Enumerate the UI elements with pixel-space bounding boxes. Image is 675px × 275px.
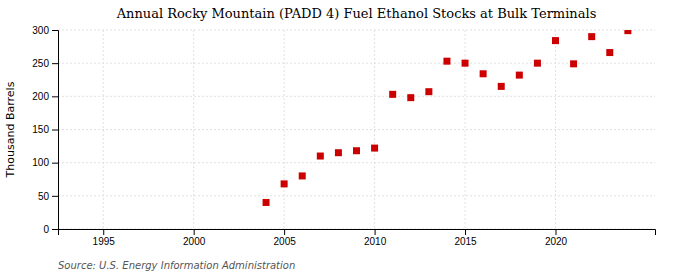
tick: 2010 (364, 229, 387, 247)
tick-mark (103, 229, 104, 235)
tick: 2015 (454, 229, 477, 247)
grid-line (58, 30, 655, 31)
point (335, 149, 342, 156)
point (263, 199, 270, 206)
plot: 1995 2000 2005 2010 2015 2020 0 50 100 150 200 250 3… (32, 25, 655, 247)
point (317, 153, 324, 160)
tick: 2000 (183, 229, 206, 247)
grid (58, 30, 655, 229)
tick-label: 0 (43, 224, 49, 235)
point (371, 145, 378, 152)
tick-label: 2010 (364, 236, 387, 247)
point (353, 147, 360, 154)
point (299, 172, 306, 179)
tick: 1995 (93, 229, 116, 247)
tick-label: 200 (32, 91, 49, 102)
tick-label: 100 (32, 157, 49, 168)
tick-label: 2005 (274, 236, 297, 247)
point (552, 37, 559, 44)
y-axis-title: Thousand Barrels (4, 81, 17, 178)
point (534, 60, 541, 67)
tick-label: 2015 (454, 236, 477, 247)
tick-label: 2000 (183, 236, 206, 247)
point (281, 180, 288, 187)
tick: 100 (32, 157, 58, 168)
tick: 200 (32, 91, 58, 102)
tick: 250 (32, 58, 58, 69)
axis-line (52, 31, 59, 230)
point (516, 72, 523, 79)
grid-line (58, 129, 655, 130)
point (624, 30, 631, 34)
tick: 300 (32, 25, 58, 36)
tick-mark (52, 163, 58, 164)
tick: 2020 (545, 229, 568, 247)
y-axis: 0 50 100 150 200 250 300 (32, 25, 58, 235)
tick: 2005 (274, 229, 297, 247)
tick: 150 (32, 124, 58, 135)
point (588, 33, 595, 40)
tick-mark (284, 229, 285, 235)
tick-mark (52, 130, 58, 131)
point (407, 94, 414, 101)
point (606, 49, 613, 56)
tick-mark (556, 229, 557, 235)
x-axis: 1995 2000 2005 2010 2015 2020 (59, 229, 656, 247)
grid-line (58, 63, 655, 64)
tick-label: 300 (32, 25, 49, 36)
tick: 50 (38, 191, 58, 202)
tick-mark (375, 229, 376, 235)
grid-line (58, 96, 655, 97)
chart: 1995 2000 2005 2010 2015 2020 0 50 100 150 200 250 3… (0, 0, 675, 275)
point (480, 70, 487, 77)
title: Annual Rocky Mountain (PADD 4) Fuel Etha… (116, 6, 597, 21)
tick-label: 2020 (545, 236, 568, 247)
tick-label: 250 (32, 58, 49, 69)
point (498, 83, 505, 90)
axis-line (59, 230, 656, 236)
tick-label: 1995 (93, 236, 116, 247)
tick: 0 (43, 224, 58, 235)
grid-line (58, 195, 655, 196)
tick-mark (52, 96, 58, 97)
tick-mark (465, 229, 466, 235)
annotation: Source: U.S. Energy Information Administ… (58, 260, 295, 271)
tick-label: 50 (38, 191, 50, 202)
points (263, 30, 632, 206)
point (570, 60, 577, 67)
point (425, 88, 432, 95)
tick-mark (52, 30, 58, 31)
point (462, 60, 469, 67)
tick-mark (194, 229, 195, 235)
tick-label: 150 (32, 124, 49, 135)
tick-mark (52, 229, 58, 230)
point (443, 58, 450, 65)
grid-line (58, 162, 655, 163)
tick-mark (52, 63, 58, 64)
point (389, 91, 396, 98)
tick-mark (52, 196, 58, 197)
